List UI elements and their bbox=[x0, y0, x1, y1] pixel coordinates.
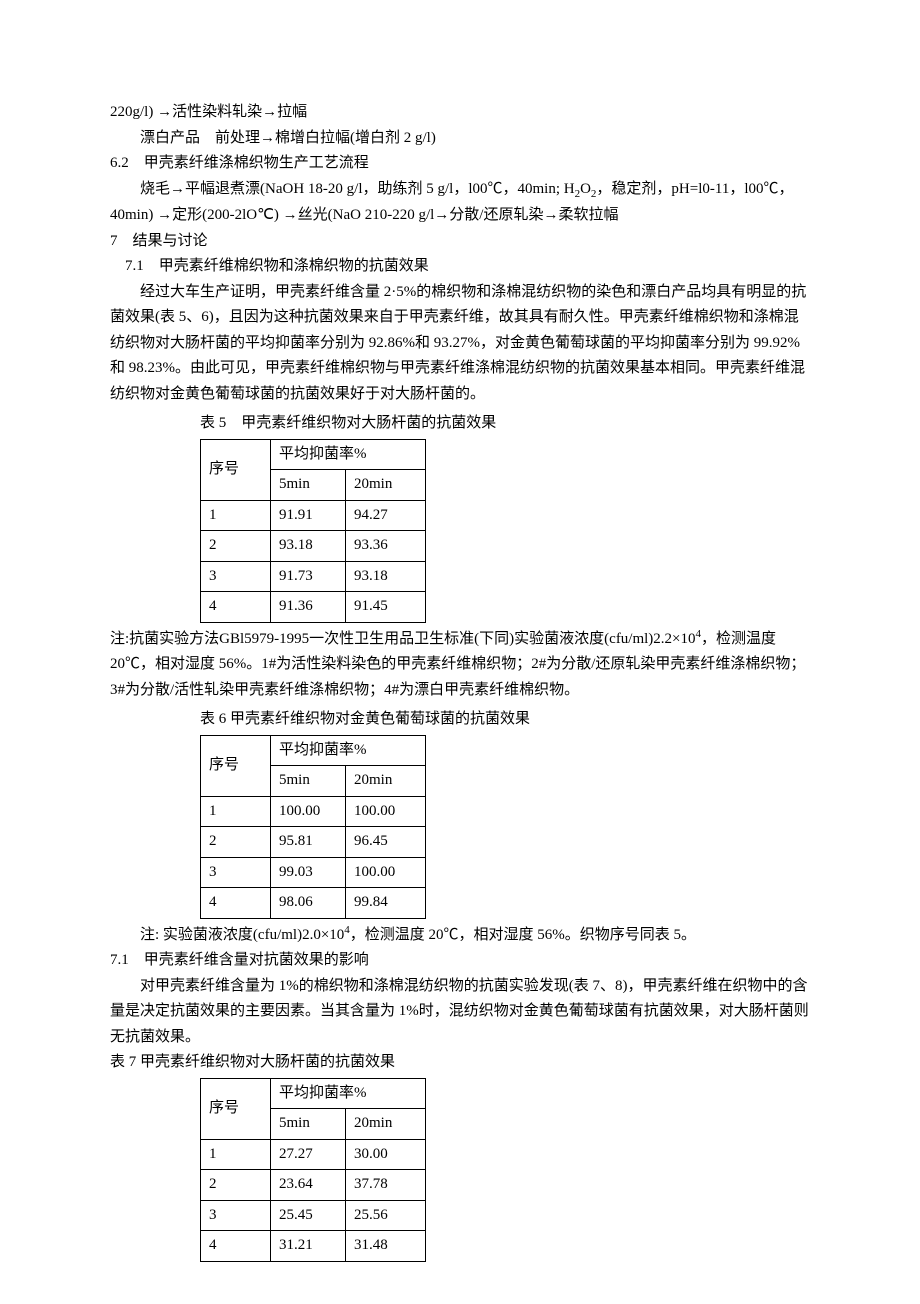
table-cell: 91.91 bbox=[271, 500, 346, 531]
section-7-1-title: 7.1 甲壳素纤维棉织物和涤棉织物的抗菌效果 bbox=[125, 254, 810, 280]
table-5-caption: 表 5 甲壳素纤维织物对大肠杆菌的抗菌效果 bbox=[200, 411, 810, 437]
body-text: 烧毛→平幅退煮漂(NaOH 18-20 g/l，助练剂 5 g/l，l00℃，4… bbox=[140, 181, 575, 197]
table-header-5min: 5min bbox=[271, 1109, 346, 1140]
table-cell: 25.45 bbox=[271, 1200, 346, 1231]
table-cell: 100.00 bbox=[271, 796, 346, 827]
section-7-1-paragraph: 经过大车生产证明，甲壳素纤维含量 2·5%的棉织物和涤棉混纺织物的染色和漂白产品… bbox=[110, 280, 810, 408]
table-7: 序号 平均抑菌率% 5min 20min 1 27.27 30.00 2 23.… bbox=[200, 1078, 426, 1262]
table-header-20min: 20min bbox=[346, 766, 426, 797]
table-row: 2 95.81 96.45 bbox=[201, 827, 426, 858]
table-cell: 91.45 bbox=[346, 592, 426, 623]
table-header-seq: 序号 bbox=[201, 439, 271, 500]
table-row: 4 91.36 91.45 bbox=[201, 592, 426, 623]
table-cell: 3 bbox=[201, 561, 271, 592]
table-cell: 3 bbox=[201, 857, 271, 888]
section-7-1b-title: 7.1 甲壳素纤维含量对抗菌效果的影响 bbox=[110, 948, 810, 974]
table-row: 序号 平均抑菌率% bbox=[201, 439, 426, 470]
table-cell: 100.00 bbox=[346, 796, 426, 827]
table-6: 序号 平均抑菌率% 5min 20min 1 100.00 100.00 2 9… bbox=[200, 735, 426, 919]
table-cell: 4 bbox=[201, 888, 271, 919]
body-text-line1: 220g/l) →活性染料轧染→拉幅 bbox=[110, 100, 810, 126]
table-cell: 99.84 bbox=[346, 888, 426, 919]
table-cell: 95.81 bbox=[271, 827, 346, 858]
table-cell: 93.18 bbox=[271, 531, 346, 562]
table-5: 序号 平均抑菌率% 5min 20min 1 91.91 94.27 2 93.… bbox=[200, 439, 426, 623]
section-7-title: 7 结果与讨论 bbox=[110, 229, 810, 255]
table-row: 1 27.27 30.00 bbox=[201, 1139, 426, 1170]
table-header-rate: 平均抑菌率% bbox=[271, 735, 426, 766]
table-cell: 91.73 bbox=[271, 561, 346, 592]
table-row: 3 91.73 93.18 bbox=[201, 561, 426, 592]
table-row: 2 23.64 37.78 bbox=[201, 1170, 426, 1201]
body-text: 注:抗菌实验方法GBl5979-1995一次性卫生用品卫生标准(下同)实验菌液浓… bbox=[110, 631, 696, 647]
table-cell: 91.36 bbox=[271, 592, 346, 623]
table-cell: 93.18 bbox=[346, 561, 426, 592]
table-cell: 25.56 bbox=[346, 1200, 426, 1231]
table-cell: 93.36 bbox=[346, 531, 426, 562]
table-row: 1 100.00 100.00 bbox=[201, 796, 426, 827]
table-cell: 4 bbox=[201, 592, 271, 623]
table-cell: 37.78 bbox=[346, 1170, 426, 1201]
table-5-note: 注:抗菌实验方法GBl5979-1995一次性卫生用品卫生标准(下同)实验菌液浓… bbox=[110, 625, 810, 704]
table-cell: 2 bbox=[201, 827, 271, 858]
table-6-caption: 表 6 甲壳素纤维织物对金黄色葡萄球菌的抗菌效果 bbox=[200, 707, 810, 733]
table-cell: 99.03 bbox=[271, 857, 346, 888]
table-cell: 31.21 bbox=[271, 1231, 346, 1262]
section-6-2-title: 6.2 甲壳素纤维涤棉织物生产工艺流程 bbox=[110, 151, 810, 177]
table-header-seq: 序号 bbox=[201, 735, 271, 796]
table-cell: 1 bbox=[201, 500, 271, 531]
table-cell: 94.27 bbox=[346, 500, 426, 531]
table-cell: 2 bbox=[201, 531, 271, 562]
table-cell: 27.27 bbox=[271, 1139, 346, 1170]
table-row: 4 98.06 99.84 bbox=[201, 888, 426, 919]
table-row: 3 99.03 100.00 bbox=[201, 857, 426, 888]
table-6-note: 注: 实验菌液浓度(cfu/ml)2.0×104，检测温度 20℃，相对湿度 5… bbox=[110, 921, 810, 949]
table-cell: 1 bbox=[201, 1139, 271, 1170]
table-cell: 2 bbox=[201, 1170, 271, 1201]
body-text: 注: 实验菌液浓度(cfu/ml)2.0×10 bbox=[140, 927, 344, 943]
table-row: 4 31.21 31.48 bbox=[201, 1231, 426, 1262]
table-cell: 31.48 bbox=[346, 1231, 426, 1262]
table-row: 序号 平均抑菌率% bbox=[201, 1078, 426, 1109]
table-row: 3 25.45 25.56 bbox=[201, 1200, 426, 1231]
table-cell: 96.45 bbox=[346, 827, 426, 858]
table-header-5min: 5min bbox=[271, 766, 346, 797]
table-cell: 1 bbox=[201, 796, 271, 827]
table-row: 1 91.91 94.27 bbox=[201, 500, 426, 531]
table-header-5min: 5min bbox=[271, 470, 346, 501]
table-header-20min: 20min bbox=[346, 1109, 426, 1140]
table-row: 序号 平均抑菌率% bbox=[201, 735, 426, 766]
body-text: ，检测温度 20℃，相对湿度 56%。织物序号同表 5。 bbox=[350, 927, 696, 943]
table-cell: 3 bbox=[201, 1200, 271, 1231]
body-text-line2: 漂白产品 前处理→棉增白拉幅(增白剂 2 g/l) bbox=[110, 126, 810, 152]
table-header-seq: 序号 bbox=[201, 1078, 271, 1139]
body-text: O bbox=[580, 181, 591, 197]
section-7-1b-paragraph: 对甲壳素纤维含量为 1%的棉织物和涤棉混纺织物的抗菌实验发现(表 7、8)，甲壳… bbox=[110, 974, 810, 1051]
table-cell: 23.64 bbox=[271, 1170, 346, 1201]
table-cell: 98.06 bbox=[271, 888, 346, 919]
table-cell: 30.00 bbox=[346, 1139, 426, 1170]
section-6-2-paragraph: 烧毛→平幅退煮漂(NaOH 18-20 g/l，助练剂 5 g/l，l00℃，4… bbox=[110, 177, 810, 229]
table-cell: 100.00 bbox=[346, 857, 426, 888]
table-header-rate: 平均抑菌率% bbox=[271, 1078, 426, 1109]
table-header-rate: 平均抑菌率% bbox=[271, 439, 426, 470]
table-cell: 4 bbox=[201, 1231, 271, 1262]
table-7-caption: 表 7 甲壳素纤维织物对大肠杆菌的抗菌效果 bbox=[110, 1050, 810, 1076]
table-header-20min: 20min bbox=[346, 470, 426, 501]
table-row: 2 93.18 93.36 bbox=[201, 531, 426, 562]
